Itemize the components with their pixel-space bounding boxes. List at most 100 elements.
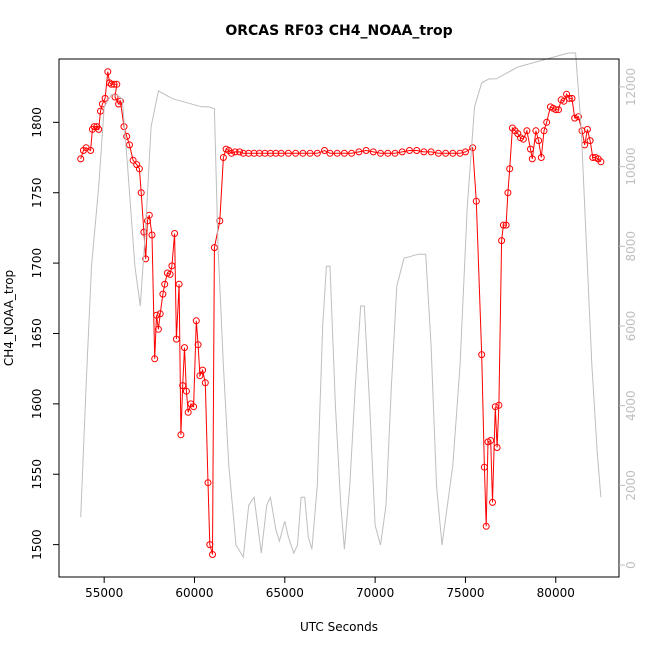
ch4-data-point [502,221,510,229]
y-tick-label: 1550 [30,459,44,490]
ch4-data-point [292,149,300,157]
ch4-data-point [111,93,119,101]
ch4-data-point [391,149,399,157]
ch4-data-point [194,341,202,349]
ch4-data-point [142,255,150,263]
ch4-data-point [313,149,321,157]
x-tick-label: 70000 [356,586,394,600]
ch4-data-point [540,127,548,135]
ch4-data-point [266,149,274,157]
ch4-data-point [277,149,285,157]
x-tick-label: 60000 [175,586,213,600]
ch4-data-point [299,149,307,157]
ch4-data-point [406,147,413,154]
ch4-data-point [166,270,174,278]
ch4-data-point [333,149,341,157]
ch4-data-point [427,148,435,156]
ch4-data-point [179,382,187,390]
ch4-data-point [231,148,239,156]
ch4-data-point [571,114,579,122]
y-tick-label: 1750 [30,177,44,208]
ch4-data-point [77,155,85,163]
ch4-data-point [245,149,253,157]
ch4-data-point [272,149,280,157]
ch4-data-point [159,290,167,298]
ch4-data-point [209,551,216,558]
ch4-data-point [498,237,506,245]
ch4-data-point [493,444,501,451]
ch4-data-point [482,522,490,530]
ch4-data-point [506,165,514,173]
ch4-data-point [535,137,543,145]
ch4-data-point [560,97,568,105]
ch4-data-point [250,149,258,157]
ch4-data-point [104,68,112,76]
ch4-data-point [196,372,204,380]
ch4-data-point [552,106,560,114]
ch4-data-point [519,135,527,143]
x-tick-label: 65000 [266,586,304,600]
ch4-data-point [171,230,179,237]
ch4-data-point [504,189,512,197]
ch4-data-point [154,325,162,333]
ch4-data-point [236,148,244,156]
y-tick-label: 1800 [30,107,44,138]
plot-frame [58,58,620,578]
ch4-series-line [80,71,602,555]
ch4-data-point [489,498,496,506]
ch4-data-point [384,149,392,157]
y-tick-label: 1500 [30,529,44,560]
ch4-data-point [201,379,209,387]
ch4-data-point [95,125,103,133]
y-axis-label: CH4_NOAA_trop [2,270,16,366]
ch4-data-point [116,97,124,105]
y-tick-label: 1700 [30,248,44,279]
ch4-data-point [129,156,137,164]
ch4-data-point [362,147,370,154]
ch4-data-point [340,149,348,157]
ch4-data-point [348,149,356,157]
ch4-data-point [434,149,442,157]
x-tick-label: 80000 [537,586,575,600]
ch4-data-point [106,79,114,87]
ch4-data-point [126,141,133,149]
ch4-data-point [532,127,540,135]
ch4-data-point [449,149,457,157]
ch4-data-point [101,94,109,102]
y2-tick-label: 2000 [624,470,638,501]
ch4-data-point [306,149,314,157]
series-layer [77,52,605,559]
ch4-data-point [495,401,503,409]
x-tick-label: 75000 [446,586,484,600]
ch4-data-point [181,344,188,352]
y2-tick-label: 12000 [624,68,638,106]
ch4-data-point [123,132,131,140]
y2-tick-label: 8000 [624,231,638,262]
ch4-data-point [256,149,263,157]
ch4-data-point [199,366,207,374]
ch4-data-point [543,118,551,126]
ch4-data-point [480,463,488,471]
ch4-data-point [175,280,183,288]
ch4-data-point [107,80,115,88]
ch4-data-point [537,154,545,161]
ch4-data-point [216,217,224,225]
ch4-data-point [161,280,169,288]
ch4-data-point [135,165,143,173]
ch4-data-point [565,94,573,102]
ch4-data-point [113,80,121,88]
ch4-data-point [413,147,421,154]
y2-tick-label: 4000 [624,390,638,421]
ch4-data-point [239,149,247,157]
ch4-data-point [355,148,363,156]
ch4-data-point [206,541,214,549]
ch4-data-point [321,147,328,154]
ch4-data-point [487,437,495,444]
ch4-data-point [156,310,164,318]
ch4-data-point [420,148,428,156]
ch4-data-point [172,335,180,343]
ch4-data-point [110,80,118,88]
